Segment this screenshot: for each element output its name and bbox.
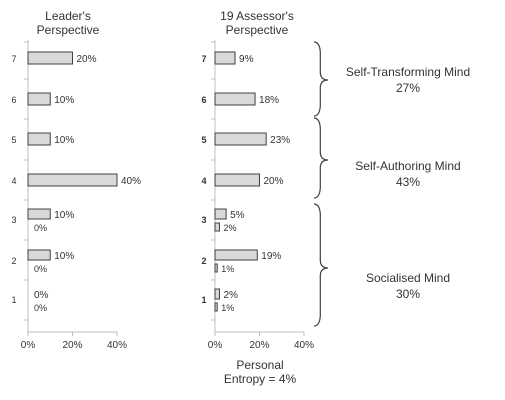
panel-1-bar-data-label: 40%	[121, 176, 141, 187]
panel-1-title-line: Perspective	[37, 23, 100, 37]
panel-1-category-label: 6	[11, 95, 16, 105]
panel-2-category-label: 3	[201, 215, 206, 225]
panel-1-bar	[27, 208, 51, 220]
panel-1-small-bar-data-label: 0%	[34, 223, 47, 233]
panel-1-bar	[27, 173, 118, 187]
panel-2-category-label: 7	[201, 54, 206, 64]
panel-2-bar	[214, 132, 267, 146]
panel-2-bar-data-label: 20%	[264, 176, 284, 187]
panel-2-bar	[214, 92, 256, 106]
panel-2-bar-data-label: 18%	[259, 95, 279, 106]
group-name-label: Self-Authoring Mind	[355, 159, 460, 173]
panel-1-bar-data-label: 10%	[54, 251, 74, 262]
panel-1-category-label: 2	[11, 256, 16, 266]
panel-1-bar-data-label: 20%	[77, 54, 97, 65]
group-name-label: Socialised Mind	[366, 271, 450, 285]
panel-2-category-label: 6	[201, 95, 206, 105]
entropy-footer-line2: Entropy = 4%	[223, 372, 297, 386]
panel-2-category-label: 2	[201, 256, 206, 266]
panel-2-x-tick-label: 20%	[249, 340, 269, 351]
panel-2-category-label: 4	[201, 176, 206, 186]
panel-1-small-bar-data-label: 0%	[34, 264, 47, 274]
panel-2-x-tick-label: 40%	[294, 340, 314, 351]
panel-2-small-bar-data-label: 2%	[223, 223, 236, 233]
panel-2-bar	[214, 249, 258, 261]
panel-1-category-label: 3	[11, 215, 16, 225]
panel-2-small-bar	[214, 222, 220, 232]
panel-1-x-tick-label: 0%	[21, 340, 36, 351]
panel-2-bar	[214, 51, 236, 65]
panel-1-bar	[27, 51, 73, 65]
panel-1-category-label: 4	[11, 176, 16, 186]
panel-1-bar-data-label: 10%	[54, 210, 74, 221]
panel-2-small-bar-data-label: 1%	[221, 303, 234, 313]
panel-1-bar	[27, 92, 51, 106]
panel-2-bar	[214, 288, 220, 300]
panel-1-category-label: 7	[11, 54, 16, 64]
panel-2-bar	[214, 208, 227, 220]
panel-1-bar	[27, 249, 51, 261]
panel-2-bar	[214, 173, 260, 187]
panel-2-title-line: Perspective	[226, 23, 289, 37]
panel-2-title-line: 19 Assessor's	[220, 9, 294, 23]
group-value-label: 27%	[396, 81, 420, 95]
panel-2-bar-data-label: 9%	[239, 54, 254, 65]
panel-2-small-bar	[214, 302, 218, 312]
entropy-footer: Personal Entropy = 4%	[205, 358, 315, 386]
panel-2-bar-data-label: 2%	[223, 290, 238, 301]
panel-1-bar-data-label: 0%	[34, 290, 49, 301]
panel-1-category-label: 5	[11, 135, 16, 145]
group-bracket	[313, 41, 329, 117]
panel-1-category-label: 1	[11, 295, 16, 305]
group-bracket	[313, 203, 329, 327]
panel-2-small-bar	[214, 263, 218, 273]
panel-2-bar-data-label: 19%	[261, 251, 281, 262]
panel-1-small-bar-data-label: 0%	[34, 303, 47, 313]
panel-2-small-bar-data-label: 1%	[221, 264, 234, 274]
group-name-label: Self-Transforming Mind	[346, 65, 470, 79]
panel-1-bar-data-label: 10%	[54, 95, 74, 106]
panel-2-category-label: 1	[201, 295, 206, 305]
panel-1-bar	[27, 132, 51, 146]
panel-2-x-tick-label: 0%	[208, 340, 223, 351]
group-bracket	[313, 117, 329, 199]
panel-1-title: Leader's Perspective	[37, 9, 100, 37]
panel-1-bar-data-label: 10%	[54, 135, 74, 146]
panel-1-x-tick-label: 20%	[62, 340, 82, 351]
panel-1-title-line: Leader's	[45, 9, 91, 23]
panel-2-category-label: 5	[201, 135, 206, 145]
panel-2-title: 19 Assessor's Perspective	[220, 9, 294, 37]
panel-1-x-tick-label: 40%	[107, 340, 127, 351]
panel-2-bar-data-label: 23%	[270, 135, 290, 146]
group-value-label: 30%	[396, 287, 420, 301]
group-value-label: 43%	[396, 175, 420, 189]
panel-2-bar-data-label: 5%	[230, 210, 245, 221]
entropy-footer-line1: Personal	[236, 358, 284, 372]
